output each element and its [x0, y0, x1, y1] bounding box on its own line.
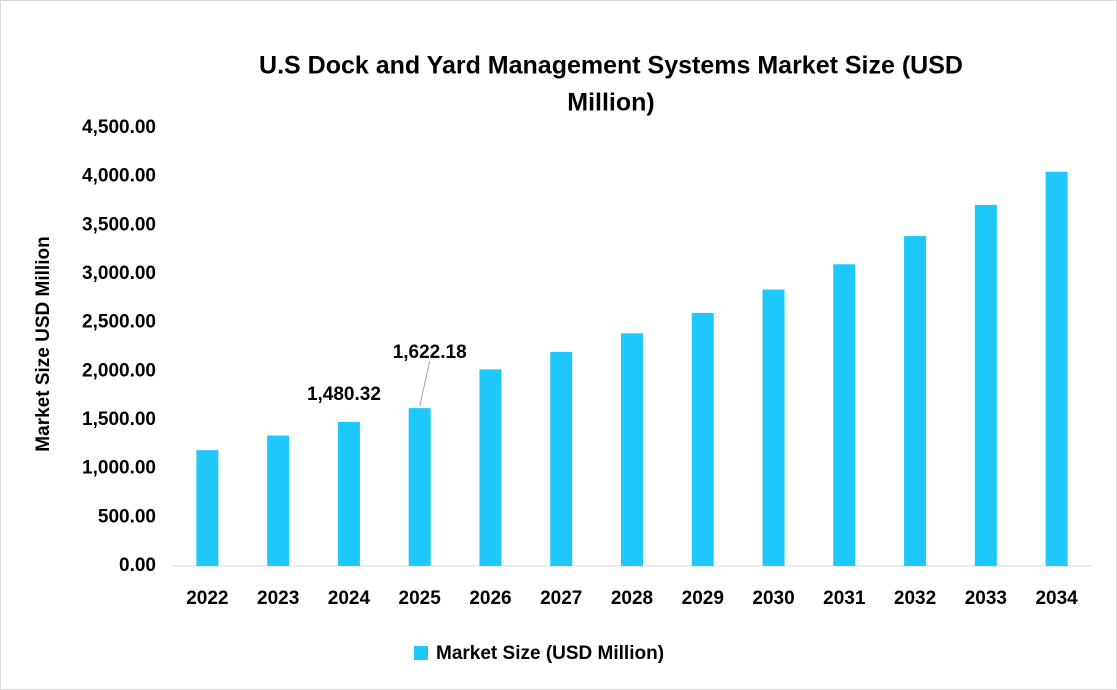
- bar: [267, 435, 290, 566]
- y-tick-label: 2,000.00: [82, 360, 156, 381]
- bar: [196, 450, 219, 566]
- x-tick-label: 2026: [469, 588, 511, 609]
- bar: [479, 369, 502, 566]
- bar: [408, 408, 431, 566]
- bar: [621, 333, 643, 566]
- y-tick-label: 3,500.00: [82, 214, 156, 235]
- chart-title: Million): [567, 89, 654, 117]
- y-tick-label: 4,000.00: [82, 166, 156, 187]
- bar: [550, 351, 573, 566]
- x-tick-label: 2033: [965, 588, 1007, 609]
- y-tick-label: 0.00: [119, 555, 156, 576]
- x-tick-label: 2023: [257, 588, 299, 609]
- x-tick-label: 2024: [328, 588, 371, 609]
- legend-swatch: [414, 646, 428, 660]
- bar: [904, 236, 927, 567]
- x-tick-label: 2028: [611, 588, 653, 609]
- bar: [1045, 171, 1068, 567]
- y-tick-label: 4,500.00: [82, 117, 156, 138]
- data-label: 1,622.18: [393, 342, 467, 363]
- bar: [691, 312, 714, 566]
- x-tick-label: 2022: [186, 588, 228, 609]
- y-tick-label: 3,000.00: [82, 263, 156, 284]
- x-tick-label: 2030: [752, 588, 794, 609]
- y-tick-label: 500.00: [98, 506, 156, 527]
- x-tick-label: 2034: [1035, 588, 1078, 609]
- chart-title: U.S Dock and Yard Management Systems Mar…: [259, 52, 963, 80]
- y-tick-label: 1,000.00: [82, 458, 156, 479]
- data-label: 1,480.32: [307, 384, 381, 405]
- legend-label: Market Size (USD Million): [436, 643, 664, 664]
- y-axis-label: Market Size USD Million: [33, 236, 54, 451]
- x-tick-label: 2031: [823, 588, 866, 609]
- x-tick-label: 2032: [894, 588, 936, 609]
- x-tick-label: 2029: [682, 588, 724, 609]
- bar: [337, 421, 360, 566]
- x-tick-label: 2027: [540, 588, 582, 609]
- leader-line: [419, 360, 431, 407]
- y-tick-label: 1,500.00: [82, 409, 156, 430]
- x-tick-label: 2025: [399, 588, 442, 609]
- bar: [833, 264, 856, 566]
- bar: [974, 204, 997, 567]
- y-tick-label: 2,500.00: [82, 312, 156, 333]
- bar: [762, 289, 785, 566]
